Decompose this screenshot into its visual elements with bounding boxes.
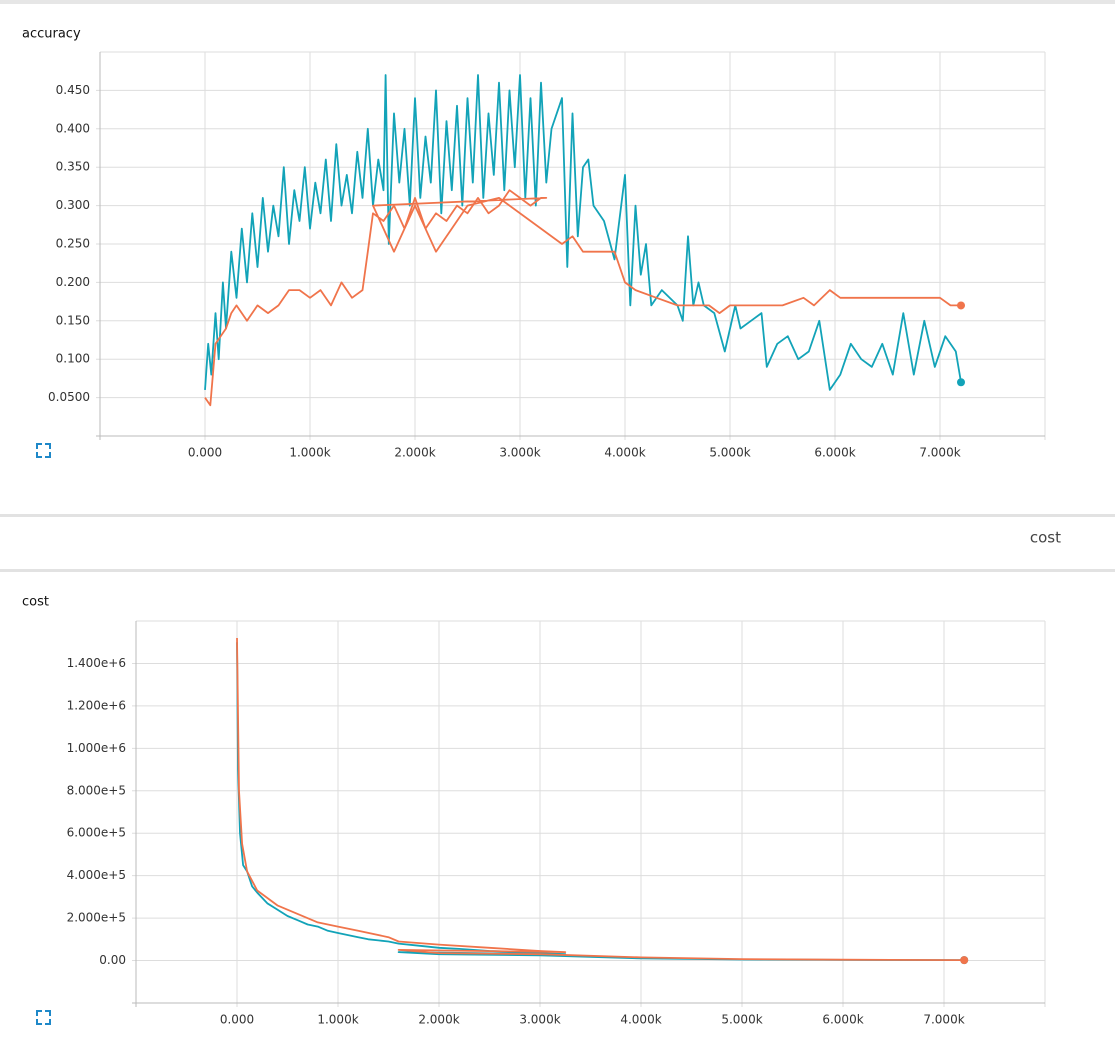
x-tick-label: 3.000k: [519, 1013, 560, 1027]
x-tick-label: 1.000k: [289, 446, 330, 460]
x-tick-label: 4.000k: [604, 446, 645, 460]
x-tick-label: 5.000k: [709, 446, 750, 460]
x-tick-label: 5.000k: [721, 1013, 762, 1027]
x-tick-label: 7.000k: [923, 1013, 964, 1027]
x-tick-label: 0.000: [188, 446, 222, 460]
card-divider: [0, 569, 1115, 572]
x-tick-label: 7.000k: [919, 446, 960, 460]
series-end-dot: [960, 956, 969, 965]
y-tick-label: 4.000e+5: [67, 868, 126, 882]
series-line: [204, 189, 961, 407]
y-tick-label: 0.150: [56, 313, 90, 327]
x-tick-label: 4.000k: [620, 1013, 661, 1027]
y-tick-label: 1.400e+6: [67, 656, 126, 670]
y-tick-label: 0.300: [56, 198, 90, 212]
chart-title: cost: [22, 595, 49, 610]
y-tick-label: 0.450: [56, 83, 90, 97]
y-tick-label: 6.000e+5: [67, 826, 126, 840]
x-tick-label: 6.000k: [822, 1013, 863, 1027]
chart-title: accuracy: [22, 27, 81, 42]
y-tick-label: 2.000e+5: [67, 911, 126, 925]
y-tick-label: 0.100: [56, 352, 90, 366]
top-shadow: [0, 0, 1115, 4]
series-line: [236, 637, 965, 961]
x-tick-label: 0.000: [220, 1013, 254, 1027]
y-tick-label: 0.250: [56, 237, 90, 251]
card-divider: [0, 514, 1115, 517]
y-tick-label: 1.000e+6: [67, 741, 126, 755]
series-line: [236, 642, 965, 961]
y-tick-label: 0.200: [56, 275, 90, 289]
series-line: [204, 74, 962, 391]
expand-icon[interactable]: [36, 443, 51, 458]
series-end-dot: [957, 378, 965, 387]
series-end-dot: [957, 301, 965, 310]
x-tick-label: 2.000k: [394, 446, 435, 460]
y-tick-label: 0.400: [56, 121, 90, 135]
x-tick-label: 3.000k: [499, 446, 540, 460]
x-tick-label: 2.000k: [418, 1013, 459, 1027]
y-tick-label: 0.0500: [48, 390, 90, 404]
x-tick-label: 6.000k: [814, 446, 855, 460]
expand-icon[interactable]: [36, 1010, 51, 1025]
section-header[interactable]: cost: [1030, 529, 1061, 547]
y-tick-label: 0.350: [56, 160, 90, 174]
y-tick-label: 0.00: [99, 953, 126, 967]
y-tick-label: 8.000e+5: [67, 783, 126, 797]
y-tick-label: 1.200e+6: [67, 698, 126, 712]
x-tick-label: 1.000k: [317, 1013, 358, 1027]
